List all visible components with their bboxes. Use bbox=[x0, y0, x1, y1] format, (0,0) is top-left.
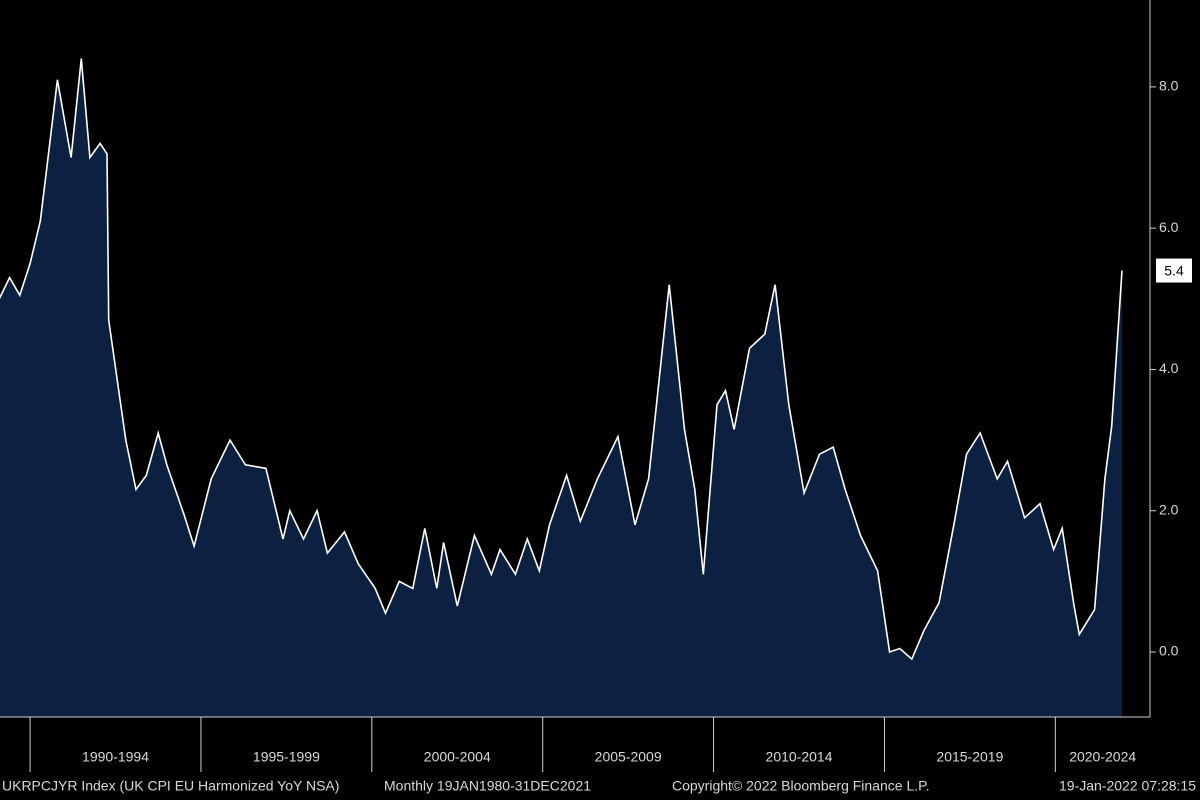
y-tick-label: 2.0 bbox=[1159, 501, 1179, 517]
footer-copyright: Copyright© 2022 Bloomberg Finance L.P. bbox=[672, 778, 930, 794]
x-tick-label: 1995-1999 bbox=[253, 749, 320, 765]
x-tick-label: 2005-2009 bbox=[595, 749, 662, 765]
y-tick-label: 4.0 bbox=[1159, 360, 1179, 376]
y-tick-label: 8.0 bbox=[1159, 78, 1179, 94]
last-value-box bbox=[1156, 258, 1192, 283]
footer-index: UKRPCJYR Index (UK CPI EU Harmonized YoY… bbox=[2, 778, 339, 794]
area bbox=[0, 58, 1122, 717]
last-value-label: 5.4 bbox=[1164, 262, 1184, 278]
footer-timestamp: 19-Jan-2022 07:28:15 bbox=[1059, 778, 1196, 794]
y-tick-label: 6.0 bbox=[1159, 219, 1179, 235]
x-tick-label: 1990-1994 bbox=[82, 749, 149, 765]
x-tick-label: 2010-2014 bbox=[766, 749, 833, 765]
y-tick-label: 0.0 bbox=[1159, 643, 1179, 659]
x-tick-label: 2000-2004 bbox=[424, 749, 491, 765]
x-tick-label: 2020-2024 bbox=[1069, 749, 1136, 765]
footer-range: Monthly 19JAN1980-31DEC2021 bbox=[384, 778, 591, 794]
x-tick-label: 2015-2019 bbox=[936, 749, 1003, 765]
line bbox=[0, 58, 1123, 661]
